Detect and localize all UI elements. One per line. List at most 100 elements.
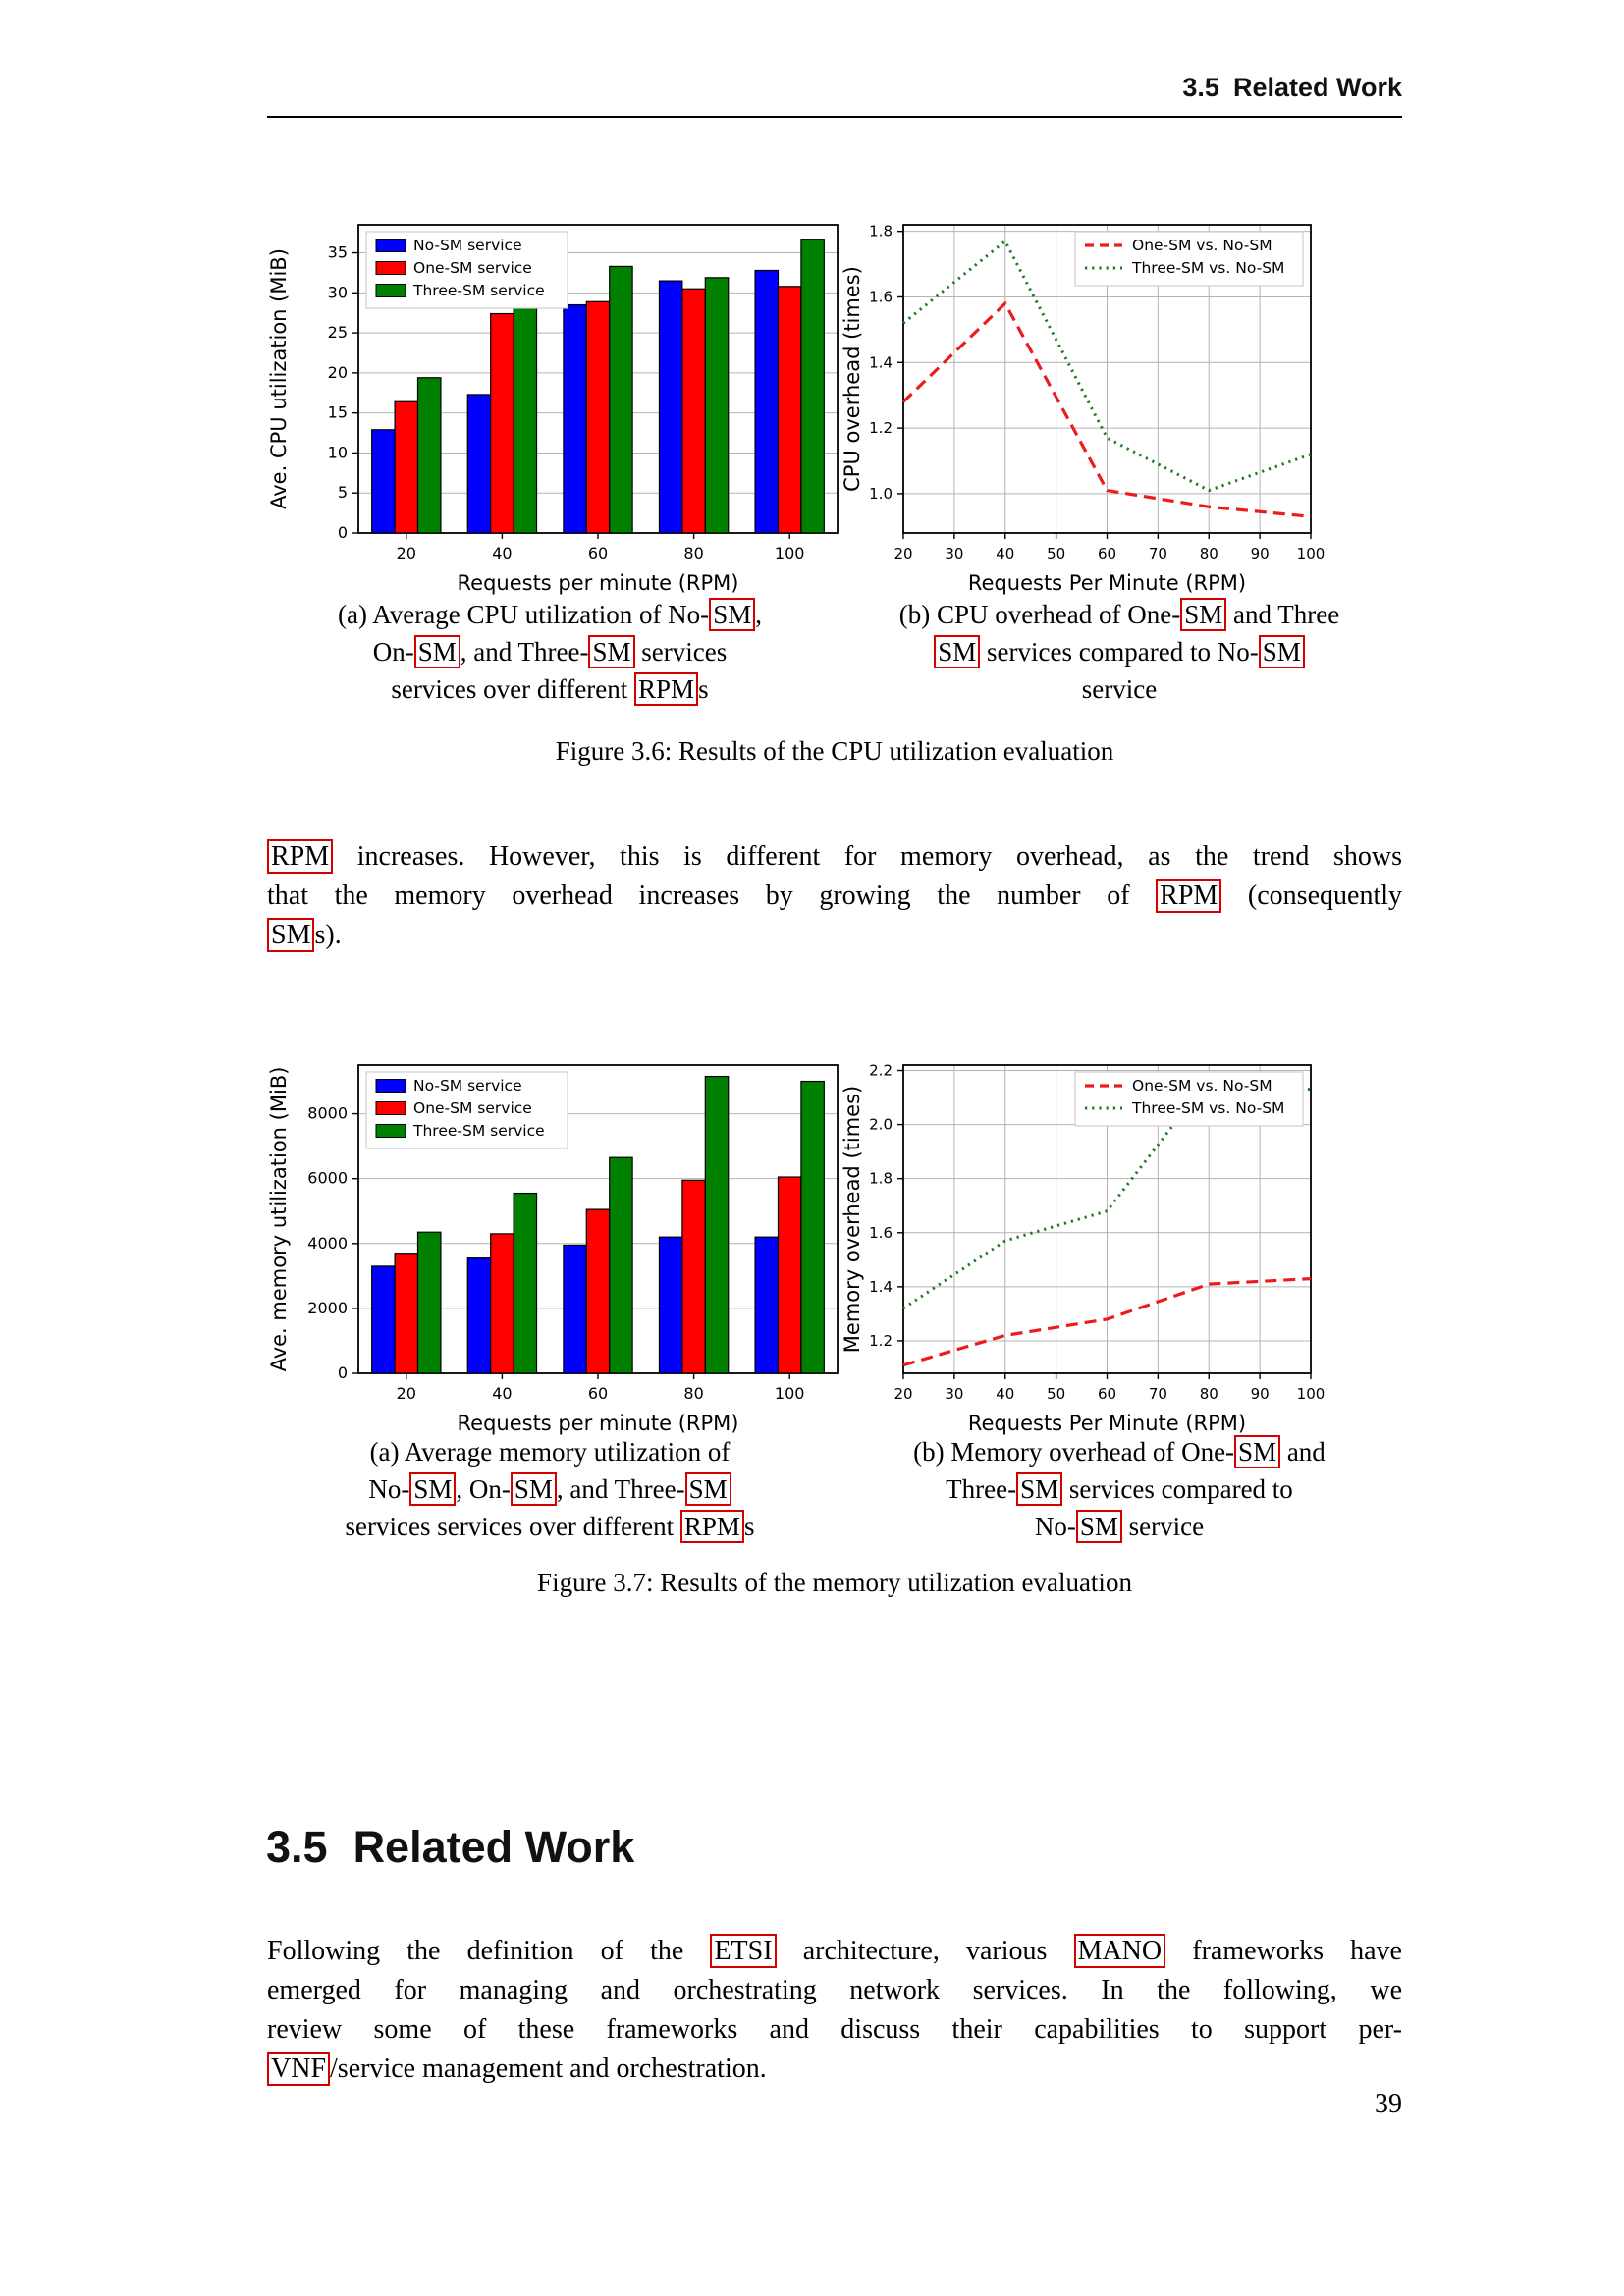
- acronym-link[interactable]: SM: [409, 1472, 457, 1506]
- header-section-number: 3.5: [1182, 73, 1219, 102]
- text-segment: service: [1081, 674, 1158, 704]
- bar: [777, 1176, 802, 1374]
- x-tick-label: 50: [1047, 545, 1065, 562]
- lines: [902, 1077, 1312, 1367]
- section-number: 3.5: [266, 1822, 328, 1872]
- acronym-link[interactable]: SM: [510, 1472, 557, 1506]
- bar: [681, 1179, 706, 1374]
- caption-line: (a) Average CPU utilization of No- SM,: [275, 596, 825, 633]
- acronym-link[interactable]: SM: [588, 635, 635, 668]
- acronym-link[interactable]: SM: [684, 1472, 731, 1506]
- acronym-link[interactable]: SM: [413, 635, 460, 668]
- y-tick-label: 0: [338, 523, 348, 542]
- y-tick-label: 2.0: [869, 1116, 893, 1134]
- caption-line: Three- SM services compared to: [844, 1470, 1394, 1508]
- x-tick-label: 100: [1297, 545, 1326, 562]
- legend-box: [1074, 1071, 1304, 1127]
- x-tick-label: 20: [893, 1385, 912, 1403]
- acronym-link[interactable]: MANO: [1073, 1934, 1166, 1968]
- legend-swatch: [375, 1101, 406, 1115]
- text-segment: On-: [372, 637, 414, 667]
- bar: [371, 429, 396, 534]
- y-tick-label: 1.2: [869, 419, 893, 437]
- axes-box: [902, 1064, 1312, 1374]
- y-tick-label: 25: [328, 323, 348, 342]
- acronym-link[interactable]: SM: [1075, 1510, 1122, 1543]
- text-segment: emerged for managing and orchestrating n…: [267, 1975, 1402, 2005]
- legend-label: Three-SM service: [412, 282, 545, 299]
- header-section-title: Related Work: [1232, 73, 1402, 102]
- bar: [609, 1156, 633, 1374]
- y-tick-label: 20: [328, 363, 348, 382]
- acronym-link[interactable]: RPM: [679, 1510, 744, 1543]
- caption-line: SM services compared to No- SM: [844, 633, 1394, 670]
- page-number: 39: [1375, 2089, 1402, 2119]
- y-tick-label: 10: [328, 443, 348, 461]
- y-tick-label: 1.8: [869, 223, 893, 240]
- acronym-link[interactable]: SM: [1016, 1472, 1063, 1506]
- acronym-link[interactable]: SM: [934, 635, 981, 668]
- acronym-link[interactable]: ETSI: [710, 1934, 777, 1968]
- text-segment: , and Three-: [460, 637, 589, 667]
- paragraph-line: SM s).: [267, 916, 1402, 955]
- acronym-link[interactable]: SM: [1258, 635, 1305, 668]
- acronym-link[interactable]: RPM: [1156, 879, 1222, 913]
- legend-label: Three-SM vs. No-SM: [1131, 259, 1284, 277]
- y-tick-label: 8000: [307, 1104, 348, 1123]
- series-line: [902, 1276, 1312, 1367]
- text-segment: , and Three-: [556, 1474, 685, 1504]
- x-tick-label: 100: [775, 544, 805, 562]
- text-segment: and: [1280, 1437, 1326, 1467]
- bar: [609, 265, 633, 534]
- acronym-link[interactable]: SM: [267, 918, 315, 952]
- acronym-link[interactable]: RPM: [634, 672, 699, 706]
- acronym-link[interactable]: RPM: [267, 839, 334, 874]
- figure-3-7-caption: Figure 3.7: Results of the memory utiliz…: [537, 1568, 1132, 1597]
- x-axis-label: Requests Per Minute (RPM): [968, 571, 1246, 595]
- x-tick-label: 90: [1251, 1385, 1270, 1403]
- paragraph-line: VNF/service management and orchestration…: [267, 2050, 1402, 2089]
- legend-label: Three-SM service: [412, 1122, 545, 1140]
- bar: [513, 1192, 538, 1374]
- x-tick-label: 100: [775, 1384, 805, 1403]
- text-segment: services over different: [391, 674, 635, 704]
- acronym-link[interactable]: SM: [709, 598, 756, 631]
- memory-overhead-line-chart: 1.2 1.4 1.6 1.8 2.0 2.2 20 30 40 50 60 70 80 90 100 Req…: [840, 1062, 1325, 1435]
- paragraph-line: RPM increases. However, this is differen…: [267, 837, 1402, 877]
- axes: 1.0 1.2 1.4 1.6 1.8 20 30 40 50 60 70 80 90 100: [869, 223, 1325, 562]
- x-tick-label: 20: [397, 1384, 416, 1403]
- acronym-link[interactable]: VNF: [267, 2052, 331, 2086]
- x-tick-label: 70: [1149, 1385, 1167, 1403]
- series-line: [901, 300, 1312, 518]
- caption-line: service: [844, 670, 1394, 708]
- section-heading: 3.5 Related Work: [266, 1822, 634, 1873]
- y-tick-label: 35: [328, 243, 348, 262]
- bar: [490, 312, 514, 534]
- x-tick-label: 60: [1098, 1385, 1116, 1403]
- caption-line: On- SM, and Three- SM services: [275, 633, 825, 670]
- y-tick-label: 1.6: [869, 1224, 893, 1242]
- y-tick-label: 2000: [307, 1299, 348, 1317]
- bar: [466, 1257, 492, 1374]
- x-tick-label: 40: [996, 1385, 1014, 1403]
- y-tick-label: 6000: [307, 1169, 348, 1188]
- caption-line: (b) CPU overhead of One- SM and Three: [844, 596, 1394, 633]
- body-paragraph-2: Following the definition of the ETSI arc…: [267, 1932, 1402, 2089]
- header-rule: [267, 116, 1402, 118]
- paragraph-line: emerged for managing and orchestrating n…: [267, 1971, 1402, 2010]
- bar: [466, 394, 492, 534]
- text-segment: (a) Average memory utilization of: [369, 1437, 731, 1467]
- acronym-link[interactable]: SM: [1234, 1435, 1281, 1468]
- acronym-link[interactable]: SM: [1180, 598, 1227, 631]
- legend: No-SM service One-SM service Three-SM serv…: [365, 231, 568, 309]
- section-title: Related Work: [352, 1822, 635, 1872]
- caption-line: (a) Average memory utilization of: [275, 1433, 825, 1470]
- y-tick-label: 30: [328, 283, 348, 301]
- text-segment: service: [1121, 1512, 1205, 1541]
- figure-3-7b-caption: (b) Memory overhead of One- SM and Three-…: [844, 1433, 1394, 1545]
- y-tick-label: 2.2: [869, 1062, 893, 1080]
- y-tick-label: 1.4: [869, 353, 893, 371]
- text-segment: Following the definition of the: [267, 1936, 711, 1966]
- x-tick-label: 80: [683, 544, 703, 562]
- caption-line: (b) Memory overhead of One- SM and: [844, 1433, 1394, 1470]
